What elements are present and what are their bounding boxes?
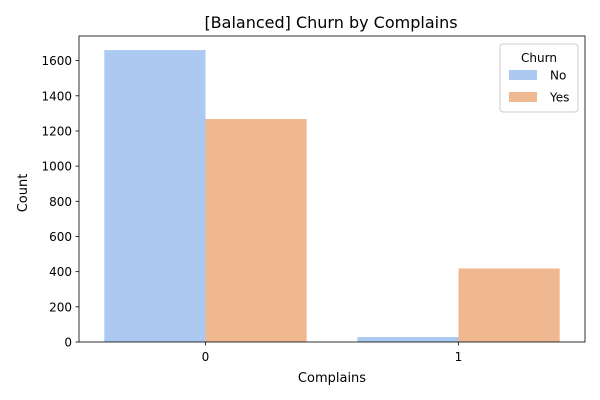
plot-frame: [78, 35, 586, 343]
y-tick-label: 600: [49, 230, 72, 244]
y-tick-label: 0: [64, 336, 72, 350]
y-tick-label: 1000: [41, 160, 72, 174]
x-tick-label: 0: [202, 350, 210, 364]
x-tick-label: 1: [455, 350, 463, 364]
bar-yes-0: [205, 119, 307, 342]
legend-swatch-no: [509, 70, 537, 80]
y-tick-label: 1200: [41, 124, 72, 138]
chart-title: [Balanced] Churn by Complains: [204, 13, 457, 32]
y-axis-label: Count: [16, 174, 31, 213]
plot-area: [78, 35, 586, 343]
x-axis-label: Complains: [298, 371, 366, 386]
y-tick-label: 800: [49, 195, 72, 209]
legend-label-yes: Yes: [549, 91, 569, 105]
legend-title: Churn: [521, 51, 557, 65]
legend: Churn No Yes: [499, 43, 579, 113]
y-tick-label: 400: [49, 265, 72, 279]
y-tick-label: 1600: [41, 54, 72, 68]
legend-swatch-yes: [509, 92, 537, 102]
y-tick-label: 1400: [41, 89, 72, 103]
bar-no-1: [357, 337, 459, 342]
y-axis: 0 200 400 600 800 1000 1200 1400 1600: [41, 54, 79, 350]
y-tick-label: 200: [49, 300, 72, 314]
bar-no-0: [104, 50, 206, 342]
bar-yes-1: [458, 268, 560, 342]
legend-label-no: No: [550, 69, 566, 83]
